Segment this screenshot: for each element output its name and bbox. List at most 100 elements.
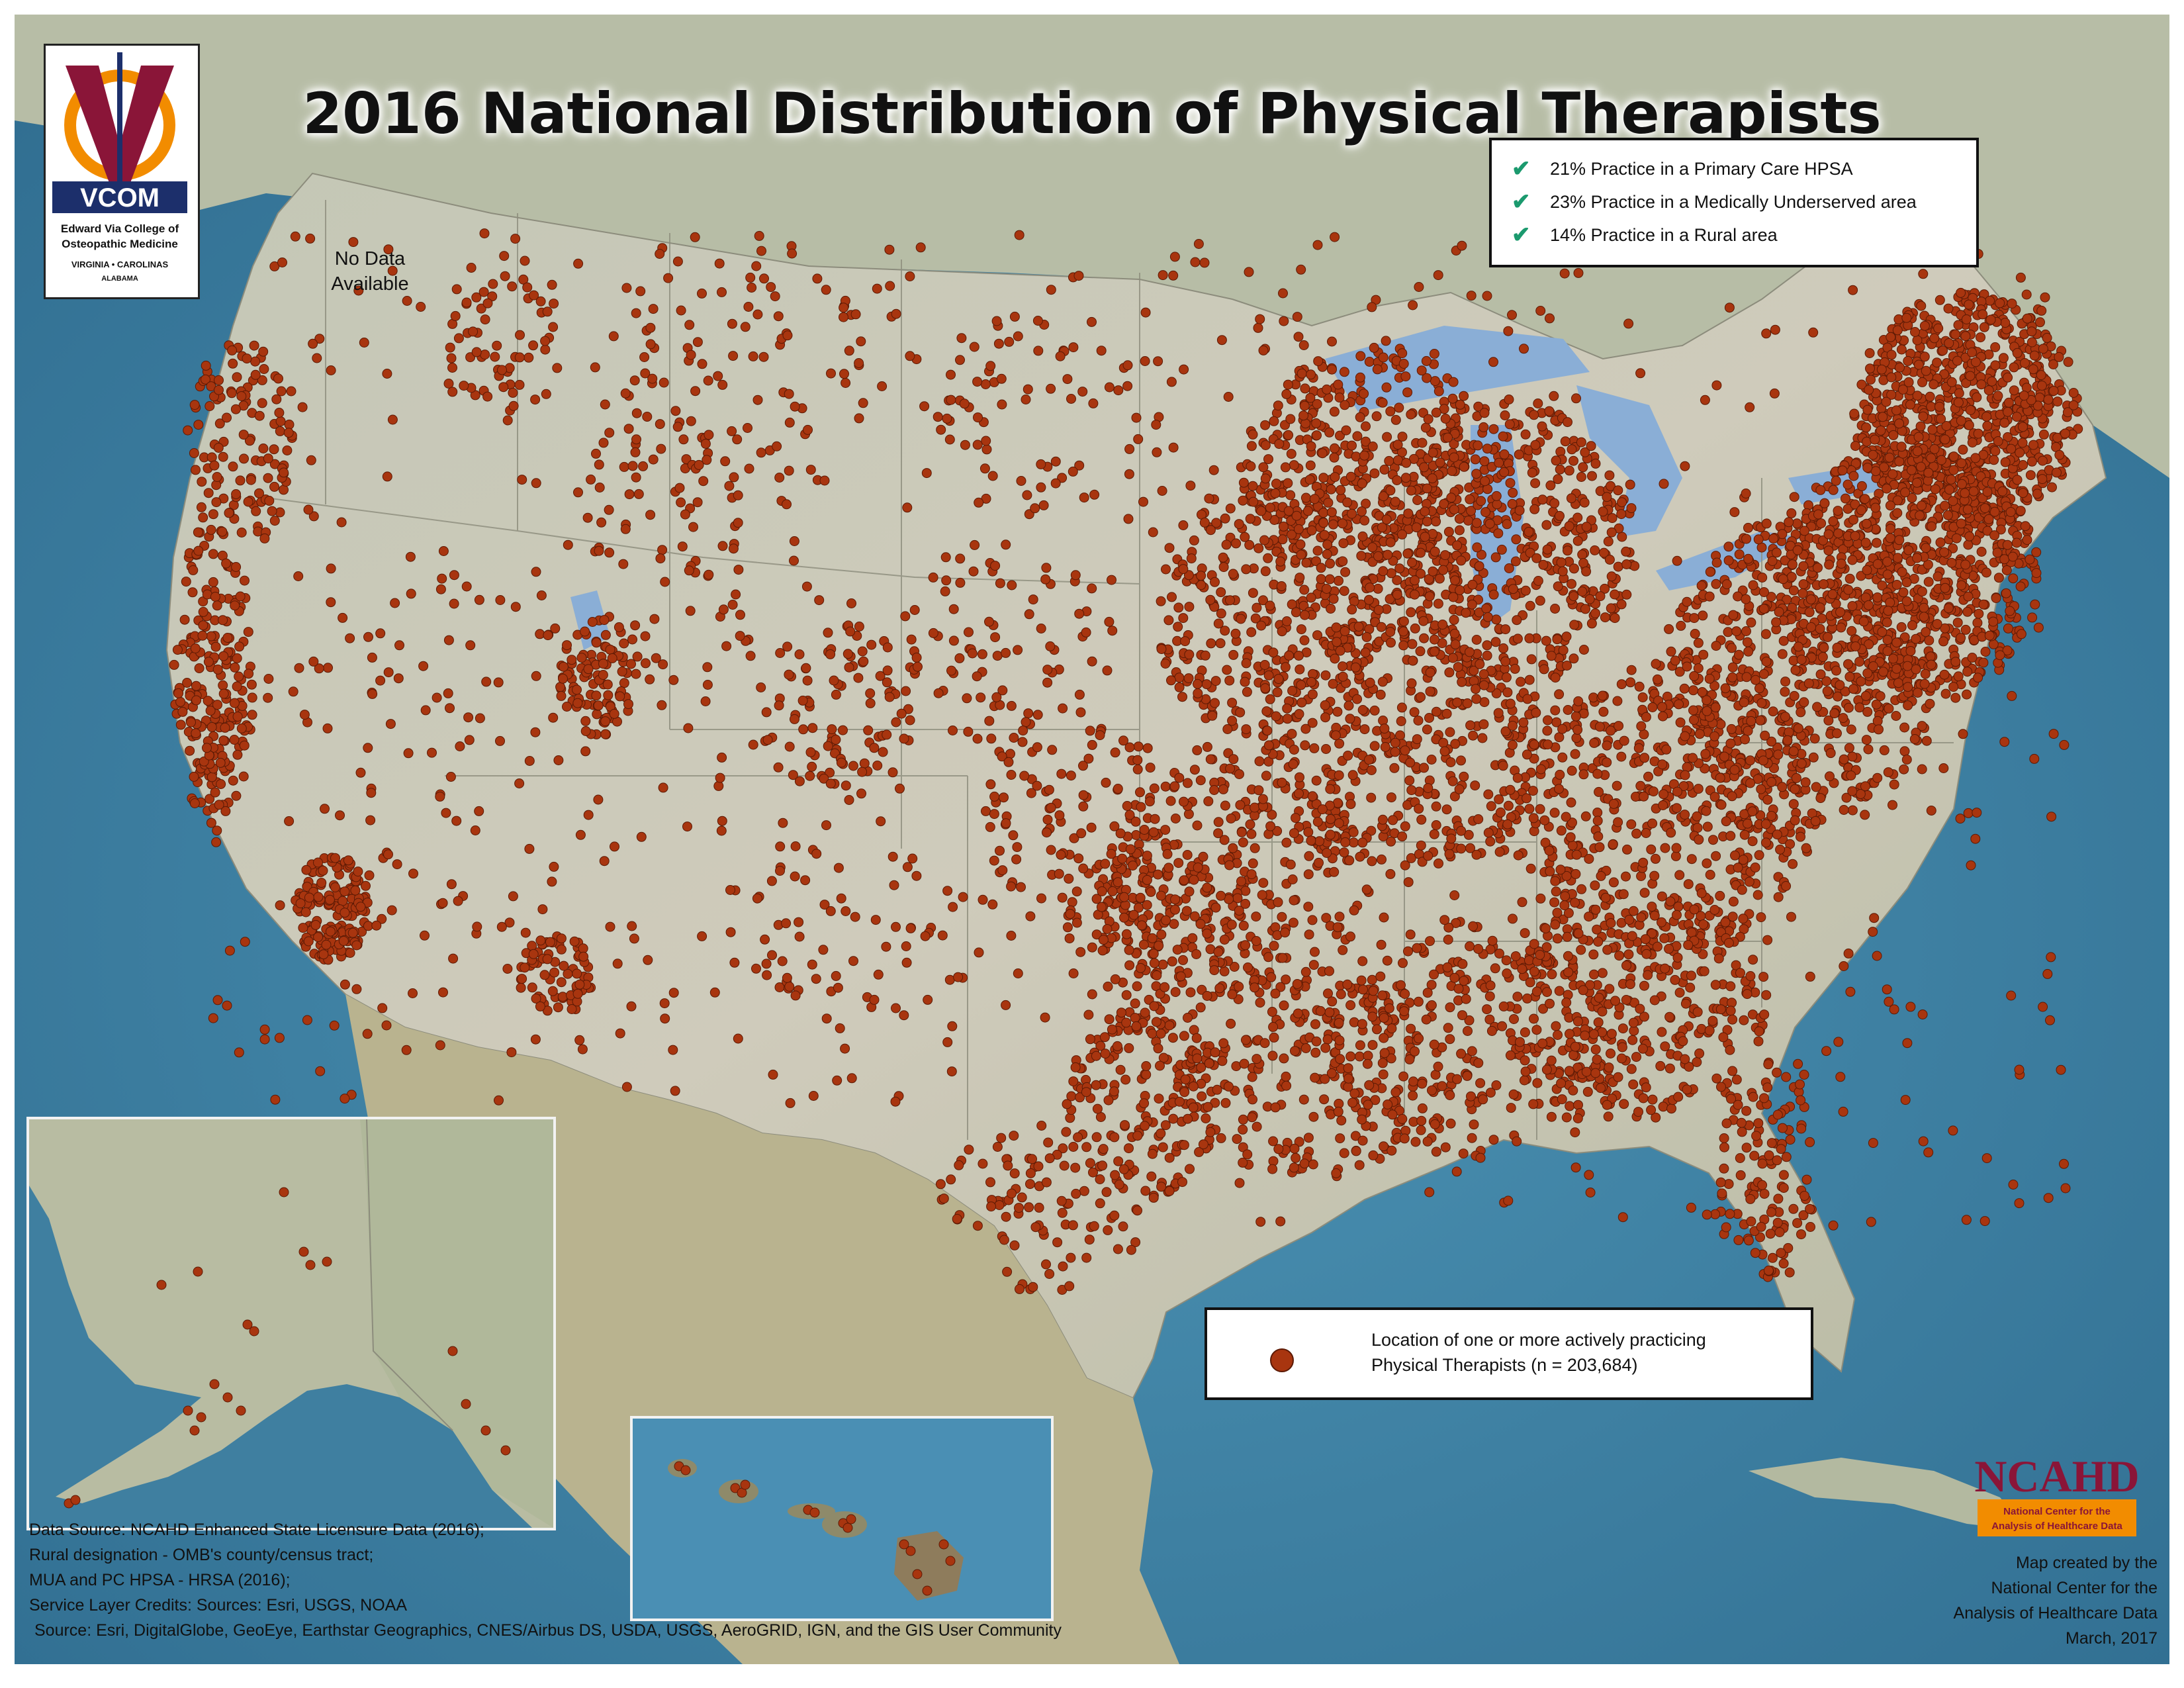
location-dot <box>1943 603 1954 614</box>
location-dot <box>1883 767 1893 778</box>
location-dot <box>1303 902 1314 912</box>
location-dot <box>1245 819 1255 829</box>
location-dot <box>1248 858 1258 868</box>
location-dot <box>1326 604 1336 614</box>
location-dot <box>1590 545 1600 555</box>
location-dot <box>1430 634 1439 645</box>
location-dot <box>1268 647 1279 658</box>
location-dot <box>1522 694 1533 704</box>
location-dot <box>1500 410 1510 420</box>
location-dot <box>1854 702 1865 713</box>
location-dot <box>1433 858 1443 868</box>
location-dot <box>1263 454 1273 465</box>
location-dot <box>1437 620 1448 630</box>
location-dot <box>1281 616 1292 626</box>
location-dot <box>1761 837 1771 848</box>
location-dot <box>1418 616 1429 626</box>
location-dot <box>1510 951 1521 961</box>
location-dot <box>1953 320 1964 330</box>
location-dot <box>1330 653 1340 664</box>
location-dot <box>1944 485 1954 495</box>
location-dot <box>1306 525 1317 536</box>
location-dot <box>1251 912 1261 922</box>
location-dot <box>1734 549 1745 559</box>
location-dot <box>1309 743 1320 753</box>
location-dot <box>1619 1099 1629 1109</box>
location-dot <box>1502 968 1512 978</box>
location-dot <box>1746 716 1756 726</box>
location-dot <box>1597 690 1608 701</box>
location-dot <box>1958 444 1968 455</box>
location-dot <box>1736 1117 1747 1128</box>
location-dot <box>1367 1011 1378 1022</box>
location-dot <box>1462 698 1473 708</box>
location-dot <box>1327 364 1337 375</box>
location-dot <box>1797 588 1808 598</box>
location-dot <box>1956 518 1966 529</box>
location-dot <box>1550 673 1561 683</box>
location-dot <box>1267 1164 1278 1174</box>
location-dot <box>1554 732 1565 743</box>
location-dot <box>1198 851 1208 862</box>
location-dot <box>1761 518 1772 529</box>
location-dot <box>1579 497 1590 508</box>
location-dot <box>1186 553 1197 564</box>
location-dot <box>1300 740 1310 751</box>
location-dot <box>1406 678 1417 688</box>
location-dot <box>1410 1137 1421 1147</box>
location-dot <box>1680 998 1691 1009</box>
location-dot <box>1960 488 1970 498</box>
location-dot <box>1723 555 1734 566</box>
location-dot <box>1372 1024 1382 1035</box>
location-dot <box>1402 387 1413 398</box>
location-dot <box>1772 1155 1782 1166</box>
location-dot <box>1193 679 1203 689</box>
location-dot <box>1502 819 1513 829</box>
location-dot <box>1339 847 1349 858</box>
location-dot <box>1364 357 1375 367</box>
location-dot <box>1766 776 1777 787</box>
location-dot <box>1495 807 1506 818</box>
location-dot <box>1978 657 1989 668</box>
location-dot <box>1545 480 1556 491</box>
location-dot <box>1725 1045 1735 1055</box>
location-dot <box>1892 495 1903 506</box>
location-dot <box>1317 804 1328 815</box>
location-dot <box>1702 695 1712 706</box>
location-dot <box>1201 679 1212 690</box>
location-dot <box>1727 662 1738 673</box>
location-dot <box>1557 1094 1567 1105</box>
location-dot <box>1616 751 1627 762</box>
location-dot <box>1413 996 1424 1007</box>
location-dot <box>1576 945 1586 955</box>
location-dot <box>1808 752 1819 763</box>
location-dot <box>1580 811 1591 821</box>
location-dot <box>1251 602 1262 613</box>
location-dot <box>1512 773 1523 783</box>
location-dot <box>1354 1160 1365 1170</box>
location-dot <box>1598 706 1609 717</box>
location-dot <box>1203 1102 1213 1112</box>
lake-huron <box>1576 385 1682 538</box>
location-dot <box>1542 726 1553 736</box>
location-dot <box>1698 610 1708 621</box>
location-dot <box>1896 344 1907 355</box>
location-dot <box>1545 866 1555 876</box>
location-dot <box>1860 810 1870 820</box>
location-dot <box>1584 854 1594 864</box>
location-dot <box>1844 573 1855 584</box>
location-dot <box>1227 716 1238 726</box>
location-dot <box>1768 534 1779 544</box>
location-dot <box>1616 509 1627 520</box>
location-dot <box>1329 452 1340 463</box>
location-dot <box>1425 667 1435 678</box>
location-dot <box>1268 1021 1279 1032</box>
location-dot <box>1576 884 1587 894</box>
location-dot <box>1158 959 1168 970</box>
location-dot <box>1454 784 1465 794</box>
location-dot <box>1512 633 1523 644</box>
location-dot <box>1725 1006 1736 1016</box>
location-dot <box>1913 688 1923 698</box>
location-dot <box>1246 461 1256 471</box>
location-dot <box>1365 677 1375 688</box>
